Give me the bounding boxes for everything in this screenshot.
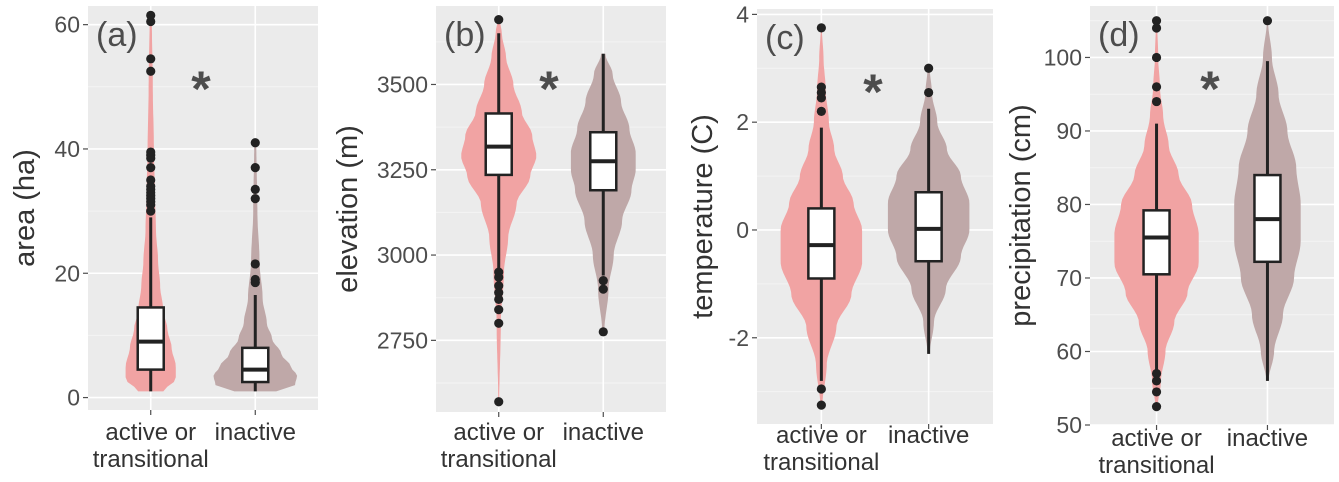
outlier-point — [816, 23, 826, 33]
outlier-point — [494, 287, 504, 298]
x-tick-label: active or transitional — [1099, 425, 1215, 479]
outlier-point — [598, 327, 608, 337]
outlier-point — [250, 194, 260, 204]
outlier-point — [1151, 82, 1162, 92]
box-iqr — [1142, 209, 1171, 276]
x-tick-label: active or transitional — [441, 419, 557, 473]
y-tick-label: 60 — [54, 12, 80, 38]
outlier-point — [250, 138, 260, 148]
y-tick-label: 4 — [736, 1, 749, 27]
outlier-point — [924, 87, 934, 98]
box-iqr — [241, 346, 270, 384]
y-axis-title: elevation (m) — [332, 125, 364, 293]
y-tick-label: 2 — [736, 109, 749, 135]
outlier-point — [250, 163, 260, 173]
outlier-point — [494, 397, 504, 407]
outlier-point — [494, 267, 504, 277]
y-tick-label: 60 — [1056, 338, 1082, 364]
panel-label: (b) — [444, 16, 486, 54]
x-tick-label: inactive — [563, 419, 644, 446]
outlier-point — [250, 274, 260, 285]
outlier-point — [1262, 16, 1273, 26]
x-tick-label: inactive — [888, 422, 969, 449]
y-tick-label: 70 — [1056, 265, 1082, 291]
y-tick-label: 2750 — [377, 327, 428, 353]
x-tick-label: active or transitional — [763, 422, 879, 476]
panel-label: (d) — [1098, 16, 1140, 54]
y-axis-title: temperature (C) — [687, 114, 719, 319]
panel-d: 50 60 70 80 90 100 (d) * active or transitional in… — [1005, 6, 1334, 479]
y-tick-label: -2 — [729, 325, 749, 351]
y-tick-label: 0 — [736, 217, 749, 243]
outlier-point — [1151, 23, 1162, 33]
outlier-point — [816, 82, 826, 92]
outlier-point — [146, 163, 156, 173]
outlier-point — [494, 281, 504, 291]
y-tick-label: 3500 — [377, 71, 428, 97]
significance-marker: * — [539, 61, 559, 117]
box-iqr — [914, 190, 943, 263]
panel-label: (a) — [96, 16, 138, 54]
panel-background — [88, 6, 318, 410]
outlier-point — [1151, 368, 1162, 379]
outlier-point — [1151, 96, 1162, 107]
outlier-point — [816, 384, 826, 394]
panel-label: (c) — [765, 19, 805, 57]
outlier-point — [816, 106, 826, 117]
outlier-point — [146, 147, 156, 157]
y-axis-title: precipitation (cm) — [1005, 104, 1037, 326]
outlier-point — [1151, 16, 1162, 26]
x-tick-label: inactive — [215, 419, 296, 446]
panel-background — [436, 6, 666, 412]
outlier-point — [146, 54, 156, 64]
outlier-point — [146, 10, 156, 20]
y-tick-label: 0 — [67, 385, 80, 411]
x-tick-label: active or transitional — [93, 419, 209, 473]
outlier-point — [494, 294, 504, 305]
y-tick-label: 50 — [1056, 412, 1082, 438]
box-iqr — [484, 112, 513, 177]
y-tick-label: 80 — [1056, 191, 1082, 217]
outlier-point — [494, 15, 504, 25]
outlier-point — [250, 259, 260, 269]
y-tick-label: 100 — [1044, 44, 1082, 70]
outlier-point — [598, 284, 608, 294]
panel-c: -2 0 2 4 (c) * active or transitional inactive te… — [687, 1, 993, 476]
outlier-point — [494, 305, 504, 315]
outlier-point — [598, 276, 608, 286]
y-tick-label: 3000 — [377, 242, 428, 268]
y-tick-label: 3250 — [377, 157, 428, 183]
significance-marker: * — [1200, 61, 1220, 117]
y-tick-label: 20 — [54, 260, 80, 286]
significance-marker: * — [863, 64, 883, 120]
panel-b: 2750 3000 3250 3500 (b) * active or transitiona… — [332, 6, 666, 473]
x-tick-label: inactive — [1227, 425, 1308, 452]
outlier-point — [1151, 376, 1162, 386]
y-tick-label: 90 — [1056, 118, 1082, 144]
box-iqr — [136, 306, 165, 371]
outlier-point — [1151, 402, 1162, 412]
y-axis-title: area (ha) — [9, 149, 41, 267]
outlier-point — [924, 63, 934, 73]
panel-a: 0 20 40 60 (a) * active or transitionalinactive… — [9, 6, 318, 473]
significance-marker: * — [191, 61, 211, 117]
outlier-point — [146, 66, 156, 76]
outlier-point — [250, 184, 260, 194]
outlier-point — [1151, 52, 1162, 63]
outlier-point — [146, 175, 156, 185]
outlier-point — [816, 400, 826, 410]
outlier-point — [1151, 387, 1162, 397]
outlier-point — [494, 318, 504, 328]
y-tick-label: 40 — [54, 136, 80, 162]
